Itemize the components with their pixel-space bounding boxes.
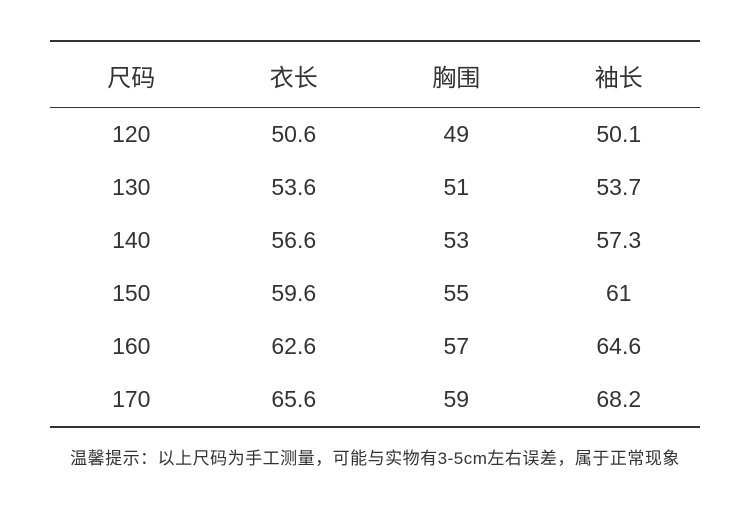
cell-chest: 59 <box>375 373 538 427</box>
cell-length: 56.6 <box>213 214 376 267</box>
cell-length: 62.6 <box>213 320 376 373</box>
col-header-sleeve: 袖长 <box>538 41 701 108</box>
col-header-size: 尺码 <box>50 41 213 108</box>
cell-length: 53.6 <box>213 161 376 214</box>
cell-length: 65.6 <box>213 373 376 427</box>
cell-size: 140 <box>50 214 213 267</box>
col-header-length: 衣长 <box>213 41 376 108</box>
table-row: 150 59.6 55 61 <box>50 267 700 320</box>
cell-chest: 51 <box>375 161 538 214</box>
cell-sleeve: 53.7 <box>538 161 701 214</box>
cell-chest: 53 <box>375 214 538 267</box>
cell-sleeve: 64.6 <box>538 320 701 373</box>
table-row: 140 56.6 53 57.3 <box>50 214 700 267</box>
cell-size: 120 <box>50 108 213 162</box>
cell-size: 130 <box>50 161 213 214</box>
cell-sleeve: 68.2 <box>538 373 701 427</box>
table-row: 170 65.6 59 68.2 <box>50 373 700 427</box>
cell-size: 170 <box>50 373 213 427</box>
cell-sleeve: 50.1 <box>538 108 701 162</box>
measurement-disclaimer: 温馨提示：以上尺码为手工测量，可能与实物有3-5cm左右误差，属于正常现象 <box>50 444 700 469</box>
table-row: 120 50.6 49 50.1 <box>50 108 700 162</box>
col-header-chest: 胸围 <box>375 41 538 108</box>
cell-length: 59.6 <box>213 267 376 320</box>
size-chart-table: 尺码 衣长 胸围 袖长 120 50.6 49 50.1 130 53.6 51… <box>50 40 700 428</box>
table-row: 130 53.6 51 53.7 <box>50 161 700 214</box>
cell-sleeve: 61 <box>538 267 701 320</box>
cell-sleeve: 57.3 <box>538 214 701 267</box>
cell-length: 50.6 <box>213 108 376 162</box>
cell-size: 160 <box>50 320 213 373</box>
table-row: 160 62.6 57 64.6 <box>50 320 700 373</box>
cell-chest: 49 <box>375 108 538 162</box>
cell-chest: 55 <box>375 267 538 320</box>
cell-chest: 57 <box>375 320 538 373</box>
table-header-row: 尺码 衣长 胸围 袖长 <box>50 41 700 108</box>
cell-size: 150 <box>50 267 213 320</box>
